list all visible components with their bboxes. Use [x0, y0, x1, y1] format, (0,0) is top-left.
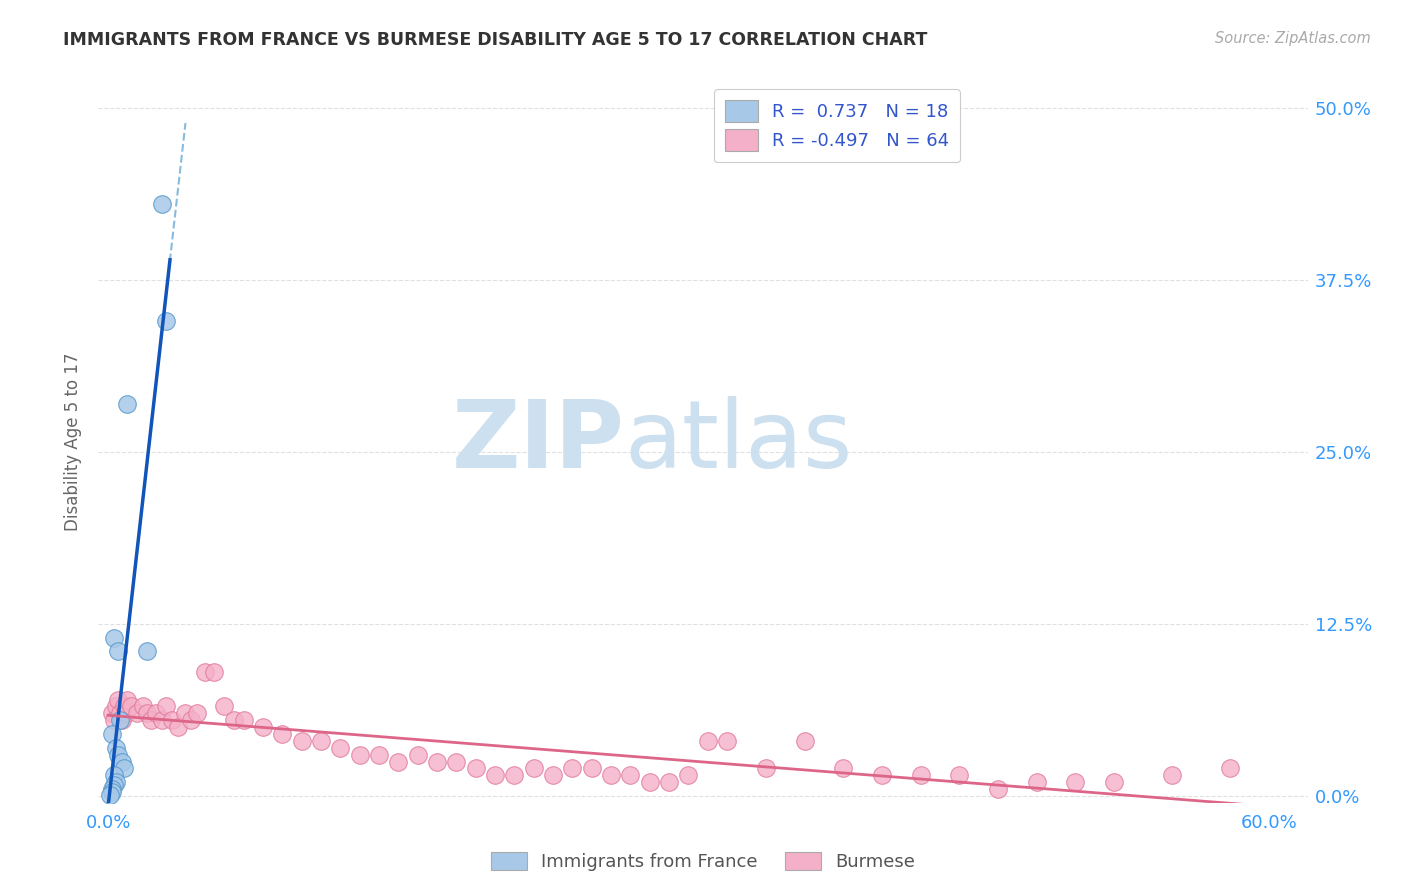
Point — [114, 706, 136, 721]
Point — [1025, 775, 1047, 789]
Point — [1161, 768, 1184, 782]
Point — [212, 699, 235, 714]
Point — [252, 720, 274, 734]
Point — [503, 768, 526, 782]
Point — [112, 761, 135, 775]
Point — [103, 768, 125, 782]
Point — [832, 761, 855, 775]
Point — [948, 768, 970, 782]
Point — [104, 740, 127, 755]
Text: Source: ZipAtlas.com: Source: ZipAtlas.com — [1215, 31, 1371, 46]
Point — [103, 631, 125, 645]
Point — [716, 734, 738, 748]
Point — [103, 778, 125, 792]
Point — [222, 713, 245, 727]
Point — [160, 713, 183, 727]
Point — [523, 761, 546, 775]
Point — [107, 644, 129, 658]
Point — [135, 644, 157, 658]
Point — [910, 768, 932, 782]
Point — [117, 692, 139, 706]
Text: atlas: atlas — [624, 395, 852, 488]
Point — [180, 713, 202, 727]
Point — [600, 768, 623, 782]
Point — [755, 761, 778, 775]
Point — [155, 314, 177, 328]
Point — [406, 747, 429, 762]
Point — [426, 755, 449, 769]
Point — [132, 699, 155, 714]
Point — [194, 665, 217, 679]
Point — [368, 747, 391, 762]
Point — [101, 727, 124, 741]
Point — [987, 782, 1010, 797]
Point — [446, 755, 468, 769]
Point — [329, 740, 352, 755]
Point — [104, 775, 127, 789]
Point — [349, 747, 371, 762]
Point — [139, 713, 162, 727]
Point — [145, 706, 167, 721]
Point — [204, 665, 226, 679]
Point — [150, 197, 173, 211]
Point — [101, 782, 124, 797]
Point — [484, 768, 506, 782]
Point — [117, 397, 139, 411]
Point — [108, 706, 131, 721]
Point — [387, 755, 409, 769]
Point — [696, 734, 718, 748]
Point — [638, 775, 661, 789]
Point — [120, 699, 142, 714]
Point — [112, 699, 135, 714]
Point — [150, 713, 173, 727]
Point — [111, 755, 134, 769]
Point — [793, 734, 815, 748]
Point — [111, 713, 134, 727]
Point — [103, 713, 125, 727]
Point — [1219, 761, 1241, 775]
Point — [271, 727, 294, 741]
Point — [561, 761, 583, 775]
Point — [870, 768, 893, 782]
Point — [135, 706, 157, 721]
Point — [290, 734, 312, 748]
Point — [678, 768, 700, 782]
Point — [98, 788, 121, 802]
Text: IMMIGRANTS FROM FRANCE VS BURMESE DISABILITY AGE 5 TO 17 CORRELATION CHART: IMMIGRANTS FROM FRANCE VS BURMESE DISABI… — [63, 31, 928, 49]
Point — [541, 768, 564, 782]
Point — [101, 706, 124, 721]
Point — [155, 699, 177, 714]
Point — [232, 713, 254, 727]
Point — [104, 699, 127, 714]
Legend: R =  0.737   N = 18, R = -0.497   N = 64: R = 0.737 N = 18, R = -0.497 N = 64 — [714, 89, 960, 162]
Point — [309, 734, 332, 748]
Point — [174, 706, 197, 721]
Point — [108, 713, 131, 727]
Point — [581, 761, 603, 775]
Point — [658, 775, 681, 789]
Point — [186, 706, 208, 721]
Text: ZIP: ZIP — [451, 395, 624, 488]
Point — [127, 706, 149, 721]
Point — [619, 768, 641, 782]
Point — [107, 747, 129, 762]
Point — [1064, 775, 1087, 789]
Legend: Immigrants from France, Burmese: Immigrants from France, Burmese — [484, 845, 922, 879]
Point — [166, 720, 188, 734]
Y-axis label: Disability Age 5 to 17: Disability Age 5 to 17 — [65, 352, 83, 531]
Point — [101, 785, 124, 799]
Point — [1102, 775, 1125, 789]
Point — [107, 692, 129, 706]
Point — [464, 761, 486, 775]
